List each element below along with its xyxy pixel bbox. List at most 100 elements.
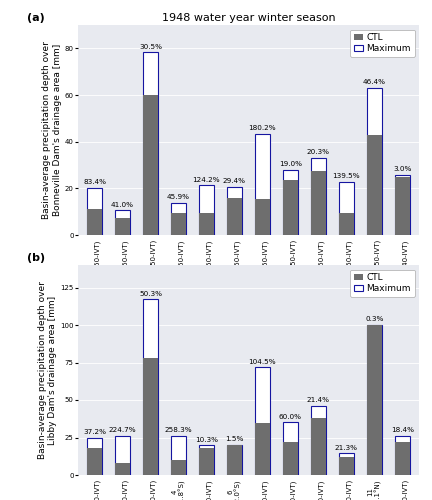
Text: 7
(5.0°S+RHP150-IVT): 7 (5.0°S+RHP150-IVT)	[255, 239, 270, 310]
Text: 3.0%: 3.0%	[393, 166, 411, 172]
Text: 2
(1.7°S+RHP150-IVT): 2 (1.7°S+RHP150-IVT)	[115, 239, 130, 310]
Bar	[255, 199, 270, 235]
Bar	[339, 453, 354, 475]
Bar	[143, 52, 158, 235]
Text: 10
(0.5°N+RHP150-IVT): 10 (0.5°N+RHP150-IVT)	[339, 479, 353, 500]
Text: 2
(2.5°N+RHP130-IVT): 2 (2.5°N+RHP130-IVT)	[115, 479, 130, 500]
Bar	[394, 442, 410, 475]
Bar	[311, 171, 326, 235]
Text: 18.4%: 18.4%	[391, 428, 414, 434]
Legend: CTL, Maximum: CTL, Maximum	[350, 270, 415, 296]
Bar	[171, 436, 186, 475]
Bar	[283, 422, 298, 475]
Bar	[87, 210, 102, 235]
Text: 224.7%: 224.7%	[109, 428, 137, 434]
Bar	[115, 463, 130, 475]
Bar	[367, 324, 382, 475]
Bar	[367, 325, 382, 475]
Bar	[394, 175, 410, 235]
Y-axis label: Basin-average precipitation depth over
Libby Dam's drainage area [mm]: Basin-average precipitation depth over L…	[38, 281, 57, 459]
Bar	[227, 198, 242, 235]
Bar	[171, 213, 186, 235]
Bar	[394, 176, 410, 235]
Bar	[115, 218, 130, 235]
Bar	[143, 299, 158, 475]
Text: 258.3%: 258.3%	[165, 428, 192, 434]
Text: 19.0%: 19.0%	[279, 161, 302, 167]
Bar	[87, 438, 102, 475]
Y-axis label: Basin-average precipitation depth over
Bonneville Dam's drainage area [mm]: Basin-average precipitation depth over B…	[42, 41, 62, 219]
Text: 3
(0.5°N+RHP150-IVT): 3 (0.5°N+RHP150-IVT)	[143, 239, 158, 312]
Text: 37.2%: 37.2%	[83, 430, 106, 436]
Text: 45.9%: 45.9%	[167, 194, 190, 200]
Bar	[311, 406, 326, 475]
Text: 139.5%: 139.5%	[333, 174, 360, 180]
Text: 10
(3.6°S+RHP150-IVT): 10 (3.6°S+RHP150-IVT)	[339, 239, 353, 310]
Text: 11
(0.1°N): 11 (0.1°N)	[367, 479, 381, 500]
Bar	[394, 436, 410, 475]
Text: 83.4%: 83.4%	[83, 180, 106, 186]
Bar	[255, 134, 270, 235]
Bar	[171, 460, 186, 475]
Text: 5
(0.1°N+RHP130-IVT): 5 (0.1°N+RHP130-IVT)	[199, 479, 213, 500]
Text: 11
(4.2°S+RHP150-IVT): 11 (4.2°S+RHP150-IVT)	[367, 239, 381, 310]
Text: 8
(5.0°N+RHP110-IVT): 8 (5.0°N+RHP110-IVT)	[283, 479, 298, 500]
Bar	[143, 95, 158, 235]
Bar	[199, 186, 214, 235]
Text: 124.2%: 124.2%	[193, 177, 220, 183]
Bar	[227, 444, 242, 475]
Text: 5
(4.0°S+RHP150-IVT): 5 (4.0°S+RHP150-IVT)	[199, 239, 213, 310]
Bar	[227, 445, 242, 475]
Text: 21.3%: 21.3%	[335, 444, 358, 450]
Bar	[115, 210, 130, 235]
Bar	[199, 448, 214, 475]
Bar	[199, 213, 214, 235]
Text: 104.5%: 104.5%	[248, 359, 276, 365]
Text: 9
(3.6°N+RHP140-IVT): 9 (3.6°N+RHP140-IVT)	[311, 479, 326, 500]
Text: 3
(4.0°N+RHP140-IVT): 3 (4.0°N+RHP140-IVT)	[143, 479, 158, 500]
Text: 7
(3.6°S+RHP150-IVT): 7 (3.6°S+RHP150-IVT)	[255, 479, 270, 500]
Bar	[367, 134, 382, 235]
Text: 29.4%: 29.4%	[223, 178, 246, 184]
Text: 21.4%: 21.4%	[307, 398, 330, 404]
Bar	[367, 88, 382, 235]
Bar	[87, 448, 102, 475]
Text: 46.4%: 46.4%	[363, 80, 386, 86]
Text: 1
(2.8°N+RHP150-IVT): 1 (2.8°N+RHP150-IVT)	[87, 479, 102, 500]
Text: 8
(2.6°N+RHP150-IVT): 8 (2.6°N+RHP150-IVT)	[283, 239, 298, 312]
Text: 12
(0.7°N+RHP140-IVT): 12 (0.7°N+RHP140-IVT)	[395, 239, 410, 312]
Text: 180.2%: 180.2%	[248, 125, 276, 131]
Bar	[311, 418, 326, 475]
Text: 10.3%: 10.3%	[195, 436, 218, 442]
Text: 0.3%: 0.3%	[365, 316, 384, 322]
Text: 1
(4.9°S+RHP150-IVT): 1 (4.9°S+RHP150-IVT)	[87, 239, 102, 310]
Bar	[283, 180, 298, 235]
Bar	[339, 213, 354, 235]
Bar	[199, 445, 214, 475]
Bar	[143, 358, 158, 475]
Bar	[283, 170, 298, 235]
Text: 1.5%: 1.5%	[225, 436, 244, 442]
Text: 30.5%: 30.5%	[139, 44, 162, 50]
Text: 6
(2.0°S): 6 (2.0°S)	[227, 479, 241, 500]
Text: 41.0%: 41.0%	[111, 202, 134, 207]
Bar	[115, 436, 130, 475]
Text: 9
(0.7°S+RHP150-IVT): 9 (0.7°S+RHP150-IVT)	[311, 239, 326, 310]
Bar	[171, 202, 186, 235]
Text: 6
(1.1°S+RHP150-IVT): 6 (1.1°S+RHP150-IVT)	[227, 239, 241, 310]
Title: 1948 water year winter season: 1948 water year winter season	[162, 13, 335, 23]
Text: 60.0%: 60.0%	[279, 414, 302, 420]
Bar	[255, 422, 270, 475]
Bar	[339, 182, 354, 235]
Text: 12
(2.9°N+RHP150-IVT): 12 (2.9°N+RHP150-IVT)	[395, 479, 410, 500]
Text: 4
(5.0°S+RHP150-IVT): 4 (5.0°S+RHP150-IVT)	[171, 239, 186, 310]
Text: (b): (b)	[26, 253, 44, 263]
Bar	[283, 442, 298, 475]
Text: 4
(1.8°S): 4 (1.8°S)	[171, 479, 186, 500]
Bar	[227, 186, 242, 235]
Text: (a): (a)	[26, 13, 44, 23]
Bar	[311, 158, 326, 235]
Bar	[339, 457, 354, 475]
Text: 50.3%: 50.3%	[139, 290, 162, 296]
Text: 20.3%: 20.3%	[307, 149, 330, 155]
